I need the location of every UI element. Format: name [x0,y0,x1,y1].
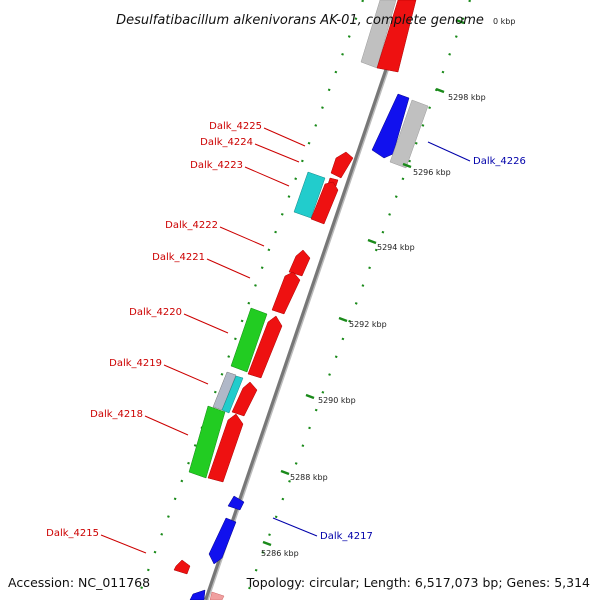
gene-label-leader [263,127,306,147]
scale-tick [280,469,290,476]
scale-tick [402,162,412,169]
scale-tick-label: 5292 kbp [349,320,387,329]
gene-label: Dalk_4219 [109,358,162,369]
feature-trna [230,307,268,373]
gene-label-leader [254,143,300,163]
accession-text: Accession: NC_011768 [8,575,150,590]
feature-trna [188,405,226,479]
feature-cds [310,181,339,225]
feature-cds [288,249,311,277]
reverse-features [208,93,429,565]
gene-label-leader [100,534,147,554]
gene-label-leader [183,313,229,334]
scale-tick [338,316,348,323]
gene-label-leader [144,415,189,436]
gene-label-leader [219,226,265,247]
feature-other [227,495,245,511]
genome-summary-text: Topology: circular; Length: 6,517,073 bp… [246,575,590,590]
map-title: Desulfatibacillum alkenivorans AK-01, co… [116,13,484,28]
gene-label: Dalk_4223 [190,160,243,171]
scale-tick [305,393,315,400]
gene-label: Dalk_4224 [200,137,253,148]
gene-label-leader [163,364,209,385]
gene-label: Dalk_4226 [473,156,526,167]
scale-tick [262,540,272,547]
feature-cds [207,413,244,483]
gene-label-leader [244,166,290,187]
feature-cds [173,559,191,575]
scale-tick-label: 0 kbp [493,17,515,26]
gene-label: Dalk_4217 [320,531,373,542]
gene-label: Dalk_4220 [129,307,182,318]
scale-tick-label: 5298 kbp [448,93,486,102]
feature-cds [271,271,301,315]
gene-label-leader [206,258,251,279]
gene-label: Dalk_4222 [165,220,218,231]
feature-other [371,93,410,159]
gene-label-leader [272,517,318,537]
scale-tick-label: 5290 kbp [318,396,356,405]
feature-other [208,517,237,565]
feature-cds [247,315,283,379]
feature-rrna [293,171,326,219]
feature-cds [330,151,354,179]
feature-cds [231,381,258,417]
feature-rrna [221,375,244,414]
forward-features [173,0,417,600]
genome-backbone [204,0,413,600]
scale-tick [367,238,377,245]
outer-guide-ring [135,0,365,600]
scale-tick-label: 5296 kbp [413,168,451,177]
feature-cds [376,0,417,73]
gene-label: Dalk_4218 [90,409,143,420]
scale-ticks: 5286 kbp 5288 kbp 5290 kbp 5292 kbp 5294 kbp… [261,17,515,558]
scale-tick-label: 5288 kbp [290,473,328,482]
scale-tick-label: 5286 kbp [261,549,299,558]
scale-tick-label: 5294 kbp [377,243,415,252]
scale-tick [455,18,465,25]
feature-cds [189,589,206,600]
gene-label: Dalk_4215 [46,528,99,539]
gene-label: Dalk_4221 [152,252,205,263]
gene-labels: Dalk_4225 Dalk_4224 Dalk_4223 Dalk_4222 Dalk… [46,121,526,554]
feature-pseudo [389,99,429,169]
gene-label-leader [427,141,471,162]
scale-tick [435,87,445,94]
gene-label: Dalk_4225 [209,121,262,132]
feature-pseudo [209,591,225,600]
